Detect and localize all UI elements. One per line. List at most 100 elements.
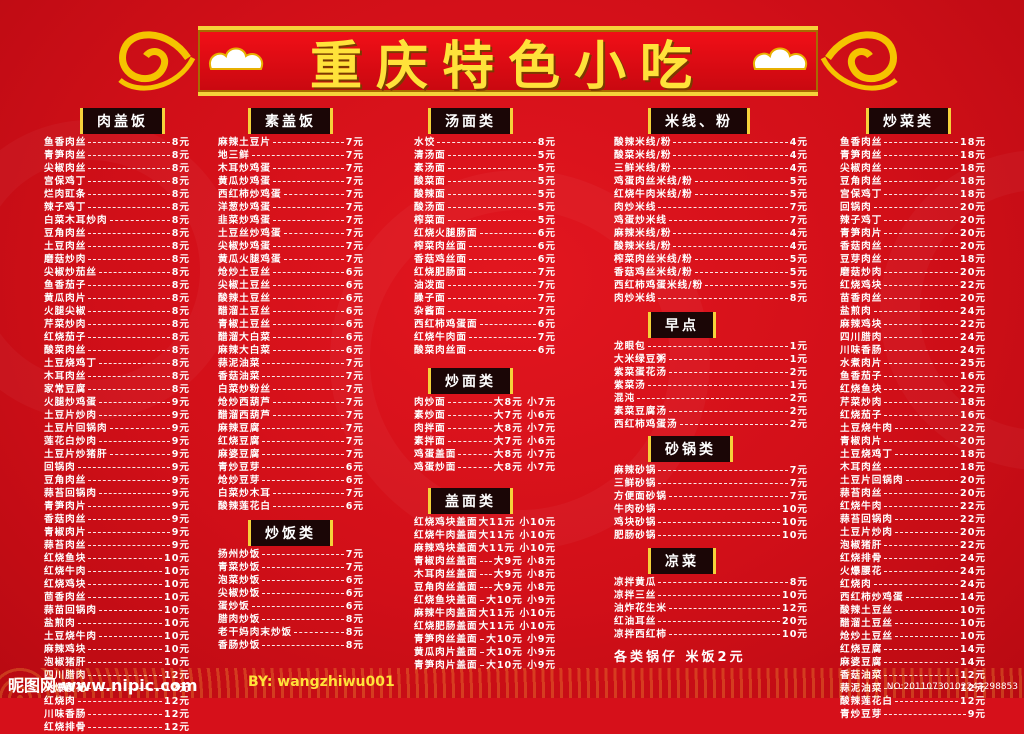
menu-item: 黄瓜肉片 8元 <box>44 292 190 305</box>
leader-line <box>480 600 484 601</box>
menu-item: 红烧火腿肠面 6元 <box>414 227 556 240</box>
leader-line <box>695 194 788 195</box>
menu-item: 炝炒西葫芦 7元 <box>218 396 364 409</box>
leader-line <box>88 285 170 286</box>
item-price: 5元 <box>789 267 808 278</box>
item-name: 四川腊肉 <box>840 332 883 343</box>
page-title: 重庆特色小吃 <box>309 36 706 97</box>
menu-item: 麻辣米线/粉 4元 <box>614 227 808 240</box>
item-price: 6元 <box>345 280 364 291</box>
item-name: 蒜苔肉丝 <box>840 488 883 499</box>
menu-item: 红烧鱼块 22元 <box>840 383 986 396</box>
leader-line <box>469 272 536 273</box>
item-price: 4元 <box>789 137 808 148</box>
item-name: 麻辣土豆片 <box>218 137 271 148</box>
item-price: 7元 <box>345 549 364 560</box>
menu-item: 西红柿鸡蛋米线/粉 5元 <box>614 279 808 292</box>
menu-item: 香肠炒饭 8元 <box>218 639 364 652</box>
menu-item: 红烧肉 24元 <box>840 578 986 591</box>
item-price: 7元 <box>537 332 556 343</box>
item-name: 盐煎肉 <box>840 306 872 317</box>
leader-line <box>99 441 170 442</box>
leader-line <box>88 298 170 299</box>
item-price: 8元 <box>171 215 190 226</box>
menu-item: 麻辣豆腐 7元 <box>218 422 364 435</box>
item-name: 青笋肉丝 <box>840 150 883 161</box>
leader-line <box>262 619 344 620</box>
menu-item: 宫保鸡丁 18元 <box>840 188 986 201</box>
leader-line <box>895 532 958 533</box>
menu-item: 三鲜砂锅 7元 <box>614 477 808 490</box>
item-price: 10元 <box>164 644 190 655</box>
menu-item: 酸辣米线/粉 4元 <box>614 136 808 149</box>
item-name: 红烧牛肉米线/粉 <box>614 189 693 200</box>
menu-item: 磨菇炒肉 20元 <box>840 266 986 279</box>
item-price: 大7元 小6元 <box>493 410 556 421</box>
leader-line <box>88 714 162 715</box>
leader-line <box>669 608 780 609</box>
item-name: 老干妈肉末炒饭 <box>218 627 293 638</box>
item-name: 红烧排骨 <box>44 722 87 733</box>
leader-line <box>884 298 958 299</box>
leader-line <box>448 428 492 429</box>
item-price: 6元 <box>345 575 364 586</box>
leader-line <box>448 181 536 182</box>
menu-item: 青笋肉片 9元 <box>44 500 190 513</box>
leader-line <box>88 649 162 650</box>
menu-section: 米线、粉 酸辣米线/粉 4元 酸菜米线/粉 4元 三鲜米线/粉 4元 鸡蛋肉丝米线/粉 5元 红烧… <box>614 108 808 305</box>
leader-line <box>88 168 170 169</box>
menu-item: 青椒肉片 9元 <box>44 526 190 539</box>
menu-section: 凉菜 凉拌黄瓜 8元 凉拌三丝 10元 油炸花生米 12元 红油耳丝 20元 凉拌西红柿 10元 <box>614 548 808 641</box>
section-header: 炒菜类 <box>866 108 951 134</box>
leader-line <box>658 582 788 583</box>
menu-item: 蒜苔肉丝 9元 <box>44 539 190 552</box>
menu-item: 榨菜面 5元 <box>414 214 556 227</box>
item-name: 水饺 <box>414 137 436 148</box>
item-name: 西红柿炒鸡蛋 <box>218 189 282 200</box>
item-price: 2元 <box>789 367 808 378</box>
menu-item: 木耳肉丝盖面 大9元 小8元 <box>414 568 556 581</box>
title-banner: 重庆特色小吃 <box>108 8 908 100</box>
leader-line <box>110 220 170 221</box>
item-price: 18元 <box>960 163 986 174</box>
item-name: 香菇油菜 <box>840 669 882 682</box>
item-price: 16元 <box>960 410 986 421</box>
leader-line <box>884 415 958 416</box>
item-name: 红烧排骨 <box>840 553 883 564</box>
item-name: 香肠炒饭 <box>218 640 261 651</box>
item-price: 10元 <box>782 590 808 601</box>
item-price: 9元 <box>171 462 190 473</box>
item-name: 素菜豆腐汤 <box>614 406 667 417</box>
item-name: 红烧牛肉面 <box>414 332 467 343</box>
menu-item: 榨菜肉丝米线/粉 5元 <box>614 253 808 266</box>
menu-item: 酸汤面 5元 <box>414 201 556 214</box>
menu-item: 青笋肉丝 8元 <box>44 149 190 162</box>
banner-frame <box>198 26 818 96</box>
item-name: 白菜木耳炒肉 <box>44 215 108 226</box>
leader-line <box>895 610 958 611</box>
leader-line <box>252 155 344 156</box>
menu-item: 醋溜土豆丝 6元 <box>218 305 364 318</box>
leader-line <box>448 402 492 403</box>
menu-item: 黄瓜炒鸡蛋 7元 <box>218 175 364 188</box>
item-name: 青椒肉片 <box>840 436 883 447</box>
leader-line <box>884 233 958 234</box>
item-price: 6元 <box>345 462 364 473</box>
menu-item: 酸菜肉丝面 6元 <box>414 344 556 357</box>
site-watermark: 昵图网 www.nipic.com <box>8 676 198 695</box>
leader-line <box>895 519 958 520</box>
menu-item: 麻辣土豆片 7元 <box>218 136 364 149</box>
menu-item: 红烧肥肠盖面 大11元 小10元 <box>414 620 556 633</box>
menu-item: 盐煎肉 10元 <box>44 617 190 630</box>
item-price: 5元 <box>537 176 556 187</box>
item-name: 麻辣牛肉盖面 <box>414 608 478 619</box>
item-price: 22元 <box>960 280 986 291</box>
item-name: 土豆烧鸡丁 <box>44 358 97 369</box>
item-name: 洋葱炒鸡蛋 <box>218 202 271 213</box>
menu-item: 炝炒豆芽 6元 <box>218 474 364 487</box>
menu-item: 肉炒面 大8元 小7元 <box>414 396 556 409</box>
item-name: 芹菜炒肉 <box>840 397 883 408</box>
menu-item: 酸辣土豆丝 6元 <box>218 292 364 305</box>
leader-line <box>273 350 344 351</box>
leader-line <box>895 701 958 702</box>
